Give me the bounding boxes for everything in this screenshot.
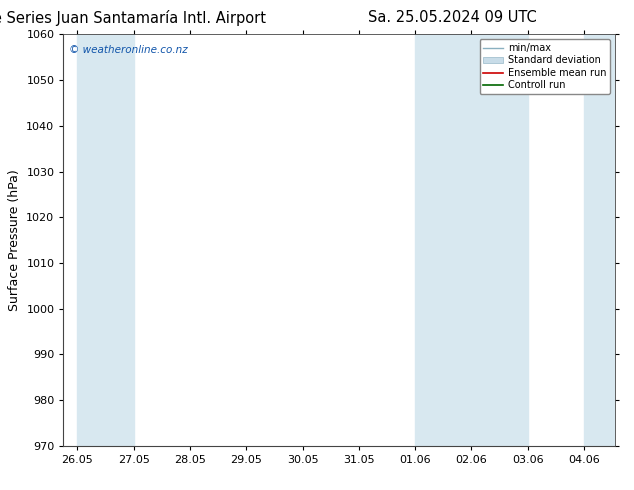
Y-axis label: Surface Pressure (hPa): Surface Pressure (hPa) — [8, 169, 21, 311]
Text: © weatheronline.co.nz: © weatheronline.co.nz — [69, 45, 188, 54]
Bar — [77, 34, 134, 446]
Bar — [584, 34, 615, 446]
Text: Sa. 25.05.2024 09 UTC: Sa. 25.05.2024 09 UTC — [368, 10, 536, 25]
Legend: min/max, Standard deviation, Ensemble mean run, Controll run: min/max, Standard deviation, Ensemble me… — [479, 39, 610, 94]
Text: ENS Time Series Juan Santamaría Intl. Airport: ENS Time Series Juan Santamaría Intl. Ai… — [0, 10, 266, 26]
Bar — [415, 34, 527, 446]
